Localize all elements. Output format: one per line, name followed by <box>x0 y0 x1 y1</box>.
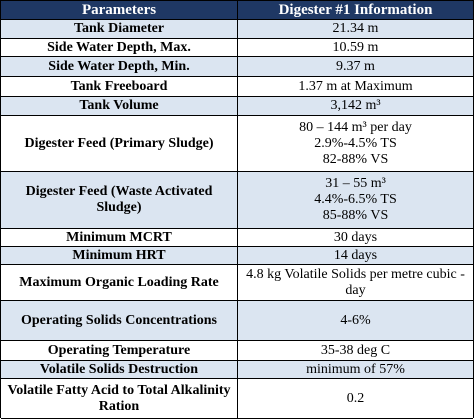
value-line: 0.2 <box>346 390 365 406</box>
table-row: Operating Temperature 35-38 deg C <box>1 341 473 361</box>
header-row: Parameters Digester #1 Information <box>1 1 473 20</box>
value-cell: 1.37 m at Maximum <box>238 77 473 96</box>
value-cell: 9.37 m <box>238 57 473 76</box>
table-row: Digester Feed (Waste Activated Sludge) 31… <box>1 172 473 229</box>
header-cell: Digester #1 Information <box>278 2 433 18</box>
value-line: 4.4%-6.5% TS <box>314 192 397 207</box>
table-row: Side Water Depth, Min. 9.37 m <box>1 57 473 77</box>
parameter-cell: Operating Solids Concentrations <box>1 301 238 340</box>
parameter-cell: Side Water Depth, Max. <box>1 39 238 56</box>
table-row: Operating Solids Concentrations 4-6% <box>1 301 473 341</box>
parameter-cell: Minimum HRT <box>1 247 238 264</box>
value-line: 2.9%-4.5% TS <box>314 135 397 151</box>
value-line: 85-88% VS <box>322 208 389 223</box>
value-cell: 14 days <box>238 247 473 264</box>
parameter-cell: Maximum Organic Loading Rate <box>1 265 238 300</box>
parameter-cell: Tank Freeboard <box>1 77 238 96</box>
table-row: Volatile Fatty Acid to Total Alkalinity … <box>1 379 473 419</box>
parameter-cell: Digester Feed (Primary Sludge) <box>1 116 238 171</box>
value-line: 21.34 m <box>332 21 379 36</box>
table-row: Minimum MCRT 30 days <box>1 229 473 247</box>
table-row: Tank Diameter 21.34 m <box>1 20 473 39</box>
parameter-cell: Operating Temperature <box>1 341 238 360</box>
value-cell: 30 days <box>238 229 473 246</box>
value-cell: 21.34 m <box>238 20 473 38</box>
parameter-cell: Minimum MCRT <box>1 229 238 246</box>
value-cell: 3,142 m³ <box>238 97 473 115</box>
value-line: 1.37 m at Maximum <box>298 78 413 94</box>
value-line: 4-6% <box>340 312 371 328</box>
value-line: minimum of 57% <box>306 361 405 377</box>
parameter-cell: Side Water Depth, Min. <box>1 57 238 76</box>
table-row: Digester Feed (Primary Sludge) 80 – 144 m… <box>1 116 473 172</box>
parameter-cell: Volatile Fatty Acid to Total Alkalinity … <box>1 379 238 418</box>
value-cell: 31 – 55 m³ 4.4%-6.5% TS 85-88% VS <box>238 172 473 228</box>
value-line: 35-38 deg C <box>320 342 391 358</box>
value-cell: 0.2 <box>238 379 473 418</box>
header-cell: Parameters <box>1 1 238 19</box>
value-line: 31 – 55 m³ <box>325 176 386 191</box>
value-line: 3,142 m³ <box>330 98 381 113</box>
value-cell: 35-38 deg C <box>238 341 473 360</box>
parameter-cell: Volatile Solids Destruction <box>1 361 238 378</box>
value-cell: minimum of 57% <box>238 361 473 378</box>
value-line: 4.8 kg Volatile Solids per metre cubic -… <box>246 266 465 298</box>
table-row: Volatile Solids Destruction minimum of 57… <box>1 361 473 379</box>
value-line: 80 – 144 m³ per day <box>299 119 412 135</box>
value-cell: 4-6% <box>238 301 473 340</box>
value-line: 82-88% VS <box>322 151 389 167</box>
table-row: Tank Freeboard 1.37 m at Maximum <box>1 77 473 97</box>
parameter-cell: Digester Feed (Waste Activated Sludge) <box>1 172 238 228</box>
value-cell: 10.59 m <box>238 39 473 56</box>
parameter-cell: Tank Volume <box>1 97 238 115</box>
table-row: Side Water Depth, Max. 10.59 m <box>1 39 473 57</box>
table-row: Tank Volume 3,142 m³ <box>1 97 473 116</box>
value-cell: 80 – 144 m³ per day 2.9%-4.5% TS 82-88% VS <box>238 116 473 171</box>
value-line: 9.37 m <box>336 58 375 74</box>
value-line: 30 days <box>333 229 378 245</box>
value-cell: 4.8 kg Volatile Solids per metre cubic -… <box>238 265 473 300</box>
value-line: 10.59 m <box>332 39 379 55</box>
table-row: Minimum HRT 14 days <box>1 247 473 265</box>
table-row: Maximum Organic Loading Rate 4.8 kg Volat… <box>1 265 473 301</box>
value-line: 14 days <box>333 247 378 263</box>
parameter-cell: Tank Diameter <box>1 20 238 38</box>
